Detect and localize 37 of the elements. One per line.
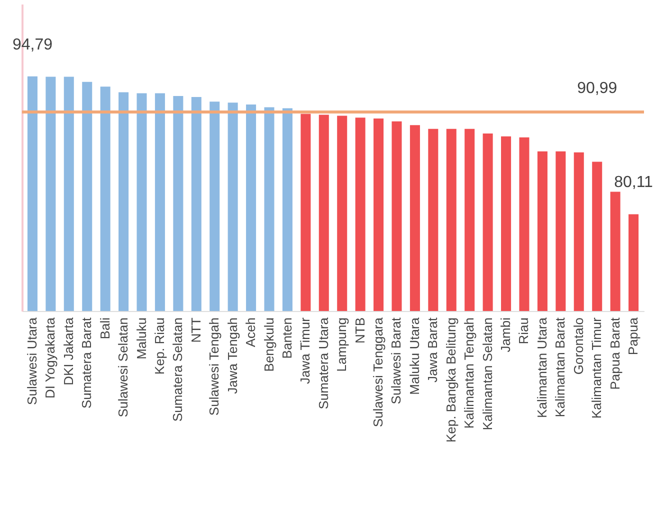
x-tick-label: Kalimantan Selatan <box>480 318 495 430</box>
x-tick-label: Jawa Barat <box>425 317 440 383</box>
x-tick-label: Sumatera Selatan <box>170 318 186 422</box>
x-tick-label: Bengkulu <box>261 318 276 372</box>
x-tick-label: Kalimantan Utara <box>534 316 550 418</box>
x-tick-label: Jawa Tengah <box>224 318 240 394</box>
x-tick-label: DI Yogyakarta <box>42 316 58 398</box>
x-tick-label: Sulawesi Tenggara <box>370 316 386 428</box>
x-tick-label: Sulawesi Barat <box>388 317 404 404</box>
data-label: 94,79 <box>12 36 53 54</box>
x-tick-label: Papua <box>626 316 641 356</box>
x-tick-label: Maluku Utara <box>406 316 422 395</box>
x-tick-label: Bali <box>97 317 112 340</box>
x-tick-label: Sumatera Utara <box>316 316 331 410</box>
x-tick-label: Jambi <box>498 317 514 352</box>
ref-line-label: 90,99 <box>577 80 618 98</box>
x-tick-label: Riau <box>516 318 532 344</box>
x-tick-label: Sumatera Barat <box>79 317 94 409</box>
x-tick-label: Kep. Bangka Belitung <box>443 318 458 443</box>
x-tick-label: Sulawesi Tengah <box>206 318 222 416</box>
x-tick-label: Banten <box>279 318 294 359</box>
x-tick-label: Papua Barat <box>607 317 622 390</box>
x-tick-label: Maluku <box>134 318 149 360</box>
x-tick-label: Gorontalo <box>570 318 586 375</box>
x-tick-label: Jawa Timur <box>298 316 313 384</box>
x-tick-label: NTB <box>352 318 368 344</box>
x-tick-label: Lampung <box>334 318 350 372</box>
data-label: 80,11 <box>614 174 654 192</box>
x-tick-label: DKI Jakarta <box>60 316 76 386</box>
x-tick-label: Kalimantan Tengah <box>462 318 477 429</box>
x-tick-label: NTT <box>188 317 204 343</box>
x-tick-label: Aceh <box>243 318 258 348</box>
x-tick-label: Kalimantan Barat <box>552 317 568 418</box>
x-tick-label: Sulawesi Selatan <box>116 318 131 418</box>
x-tick-label: Kep. Riau <box>152 318 167 375</box>
x-tick-label: Kalimantan Timur <box>589 316 604 419</box>
x-tick-label: Sulawesi Utara <box>24 316 40 405</box>
